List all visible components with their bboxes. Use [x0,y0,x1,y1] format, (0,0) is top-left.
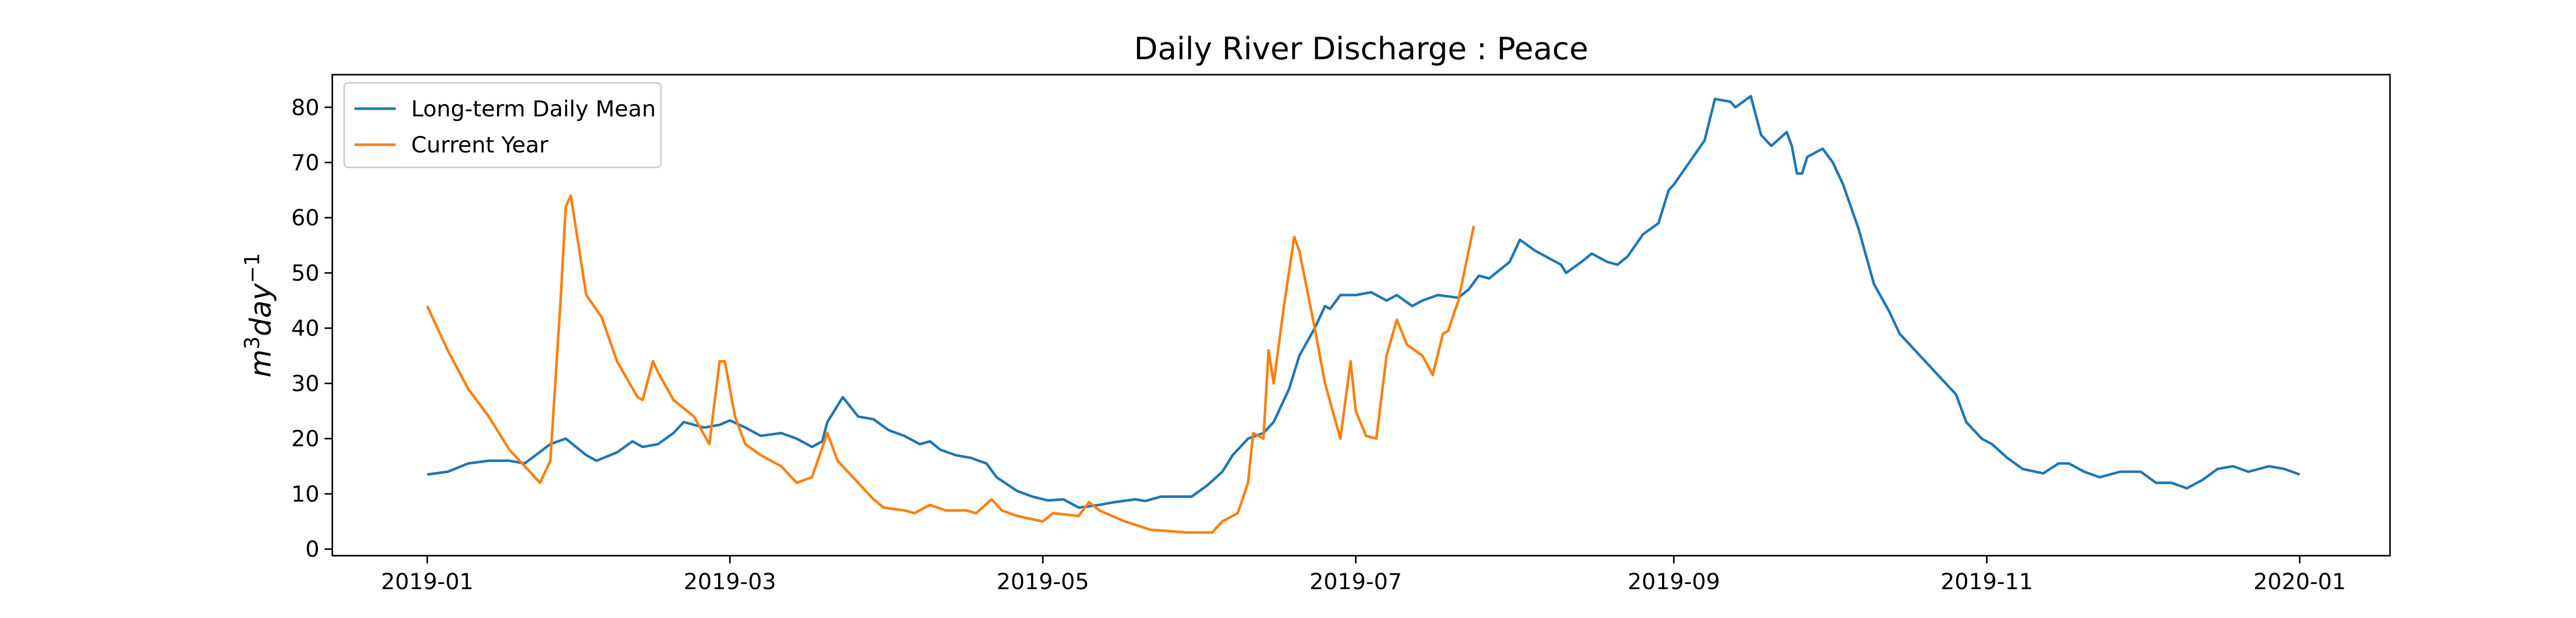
legend: Long-term Daily Mean Current Year [343,82,662,168]
data-line [427,95,2300,509]
data-line [426,194,1476,534]
x-tick-label: 2019-09 [1628,569,1720,595]
x-tick-label: 2019-11 [1940,569,2033,595]
legend-label: Current Year [411,132,549,158]
chart-title: Daily River Discharge : Peace [1134,31,1588,67]
y-axis-label: m3day−1 [241,253,278,377]
y-tick-label: 50 [291,261,319,286]
y-label-part: 3 [241,336,264,349]
plot-frame [331,74,2391,557]
y-tick-label: 60 [291,205,319,231]
x-tick-label: 2019-01 [381,569,473,595]
y-tick-label: 30 [291,371,319,397]
legend-label: Long-term Daily Mean [411,96,656,122]
y-tick-label: 0 [306,537,319,562]
y-tick-label: 20 [291,426,319,452]
x-tick-label: 2019-03 [684,569,776,595]
x-tick-label: 2020-01 [2253,569,2346,595]
y-label-part: −1 [241,253,264,283]
y-label-part: m [244,349,278,377]
y-tick-label: 80 [291,95,319,121]
y-tick-label: 40 [291,316,319,341]
x-tick-label: 2019-05 [996,569,1089,595]
y-label-part: day [244,283,278,336]
y-tick-label: 10 [291,482,319,507]
y-tick-label: 70 [291,150,319,176]
legend-box [343,82,662,168]
x-tick-label: 2019-07 [1310,569,1402,595]
